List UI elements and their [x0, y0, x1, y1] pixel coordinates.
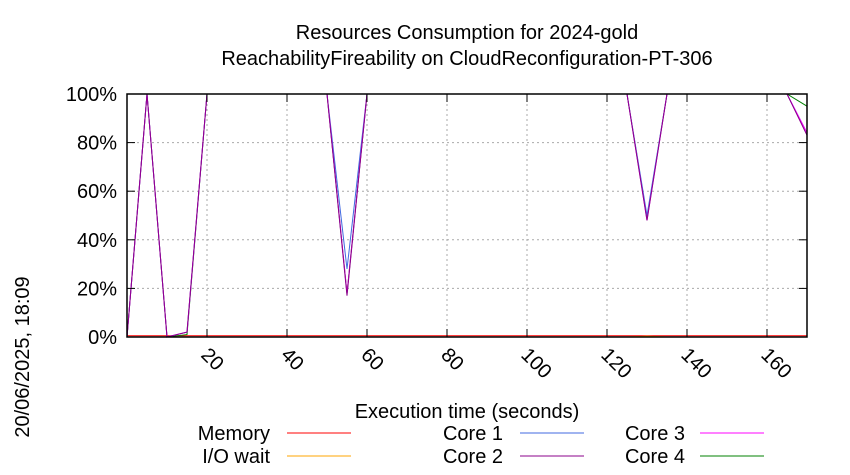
tick-group: 0% 20% 40% 60% 80% 100% 20 40 60 80 100 120 140 160: [66, 84, 807, 383]
x-axis-label: Execution time (seconds): [355, 401, 580, 423]
legend-label: I/O wait: [202, 446, 270, 468]
legend-label: Memory: [198, 423, 270, 445]
x-tick-label: 140: [676, 344, 715, 383]
series-line-core-4: [126, 93, 808, 338]
series-line-core-3: [126, 93, 808, 338]
x-tick-label: 120: [596, 344, 635, 383]
chart-title: Resources Consumption for 2024-gold: [296, 22, 638, 44]
series-line-core-2: [126, 93, 808, 338]
x-tick-label: 100: [516, 344, 555, 383]
legend-label: Core 1: [443, 423, 503, 445]
series-line-core-1: [126, 93, 808, 338]
x-tick-label: 20: [196, 344, 227, 375]
y-tick-label: 20%: [77, 278, 117, 300]
y-tick-label: 0%: [88, 327, 117, 349]
y-tick-label: 40%: [77, 230, 117, 252]
y-tick-label: 60%: [77, 181, 117, 203]
x-tick-label: 160: [756, 344, 795, 383]
legend-label: Core 2: [443, 446, 503, 468]
series-group: [126, 93, 808, 338]
grid: [127, 94, 807, 337]
y-tick-label: 100%: [66, 84, 117, 106]
x-tick-label: 80: [436, 344, 467, 375]
legend-label: Core 4: [625, 446, 685, 468]
chart-subtitle: ReachabilityFireability on CloudReconfig…: [221, 48, 712, 70]
plot-frame: [126, 93, 808, 338]
legend-label: Core 3: [625, 423, 685, 445]
x-tick-label: 40: [276, 344, 307, 375]
x-tick-label: 60: [356, 344, 387, 375]
side-timestamp: 20/06/2025, 18:09: [12, 276, 34, 437]
y-tick-label: 80%: [77, 133, 117, 155]
